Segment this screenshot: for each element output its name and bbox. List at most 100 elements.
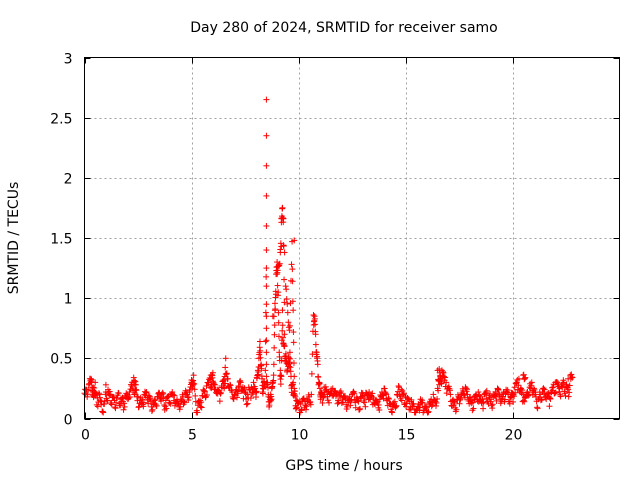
data-point (263, 349, 270, 356)
data-point (201, 388, 208, 395)
data-point (440, 369, 447, 376)
data-point (130, 374, 137, 381)
y-tick-label: 2 (64, 172, 73, 188)
ticks-layer: 0 0.5 1 1.5 2 2.5 3 0 5 10 15 20 (50, 52, 620, 444)
data-point (560, 377, 567, 384)
data-point (223, 370, 230, 377)
data-point (568, 374, 575, 381)
data-point (362, 403, 369, 410)
data-point (436, 365, 443, 372)
data-point (489, 405, 496, 412)
data-point (197, 403, 204, 410)
data-point (480, 405, 487, 412)
data-point (204, 391, 211, 398)
data-point (108, 401, 115, 408)
data-point (496, 392, 503, 399)
data-point (289, 266, 296, 273)
data-point (319, 399, 326, 406)
x-tick-label: 15 (398, 428, 416, 444)
data-point (303, 403, 310, 410)
data-point (274, 267, 281, 274)
data-point (446, 387, 453, 394)
data-point (135, 404, 142, 411)
data-point (279, 327, 286, 334)
data-point (217, 390, 224, 397)
data-point (467, 394, 474, 401)
data-point (324, 397, 331, 404)
data-point (275, 262, 282, 269)
data-point (262, 367, 269, 374)
data-point (268, 396, 275, 403)
data-point (203, 383, 210, 390)
data-point (403, 400, 410, 407)
data-point (386, 400, 393, 407)
data-point (552, 389, 559, 396)
data-point (344, 403, 351, 410)
data-point (366, 389, 373, 396)
data-point (339, 399, 346, 406)
data-point (312, 341, 319, 348)
data-point (338, 400, 345, 407)
data-point (192, 392, 199, 399)
data-point (410, 400, 417, 407)
data-point (480, 399, 487, 406)
data-point (511, 393, 518, 400)
data-point (333, 390, 340, 397)
data-point (328, 386, 335, 393)
data-point (115, 389, 122, 396)
data-point (120, 406, 127, 413)
data-point (300, 395, 307, 402)
data-point (269, 380, 276, 387)
data-point (262, 338, 269, 345)
data-point (137, 394, 144, 401)
data-point (462, 385, 469, 392)
data-point (489, 401, 496, 408)
data-point (398, 397, 405, 404)
data-point (121, 400, 128, 407)
data-point (289, 298, 296, 305)
data-point (314, 357, 321, 364)
chart-title: Day 280 of 2024, SRMTID for receiver sam… (190, 20, 498, 36)
data-point (286, 327, 293, 334)
data-point (386, 400, 393, 407)
data-point (177, 403, 184, 410)
data-point (102, 381, 109, 388)
data-point (279, 322, 286, 329)
data-point (99, 408, 106, 415)
data-point (253, 388, 260, 395)
data-point (258, 373, 265, 380)
data-point (181, 399, 188, 406)
data-point (443, 390, 450, 397)
data-point (92, 379, 99, 386)
data-point (185, 394, 192, 401)
data-point (286, 349, 293, 356)
data-point (556, 388, 563, 395)
data-point (553, 379, 560, 386)
data-point (544, 390, 551, 397)
data-point (460, 390, 467, 397)
data-point (266, 402, 273, 409)
data-point (279, 204, 286, 211)
data-point (551, 390, 558, 397)
data-point (275, 333, 282, 340)
data-points (81, 96, 576, 416)
data-point (190, 377, 197, 384)
data-point (205, 379, 212, 386)
data-point (281, 331, 288, 338)
data-point (438, 380, 445, 387)
data-point (352, 404, 359, 411)
data-point (341, 394, 348, 401)
data-point (222, 364, 229, 371)
data-point (175, 399, 182, 406)
data-point (160, 390, 167, 397)
data-point (322, 383, 329, 390)
data-point (96, 391, 103, 398)
data-point (507, 394, 514, 401)
data-point (263, 132, 270, 139)
data-point (425, 408, 432, 415)
data-point (140, 399, 147, 406)
data-point (123, 390, 130, 397)
data-point (287, 368, 294, 375)
data-point (437, 372, 444, 379)
data-point (350, 389, 357, 396)
